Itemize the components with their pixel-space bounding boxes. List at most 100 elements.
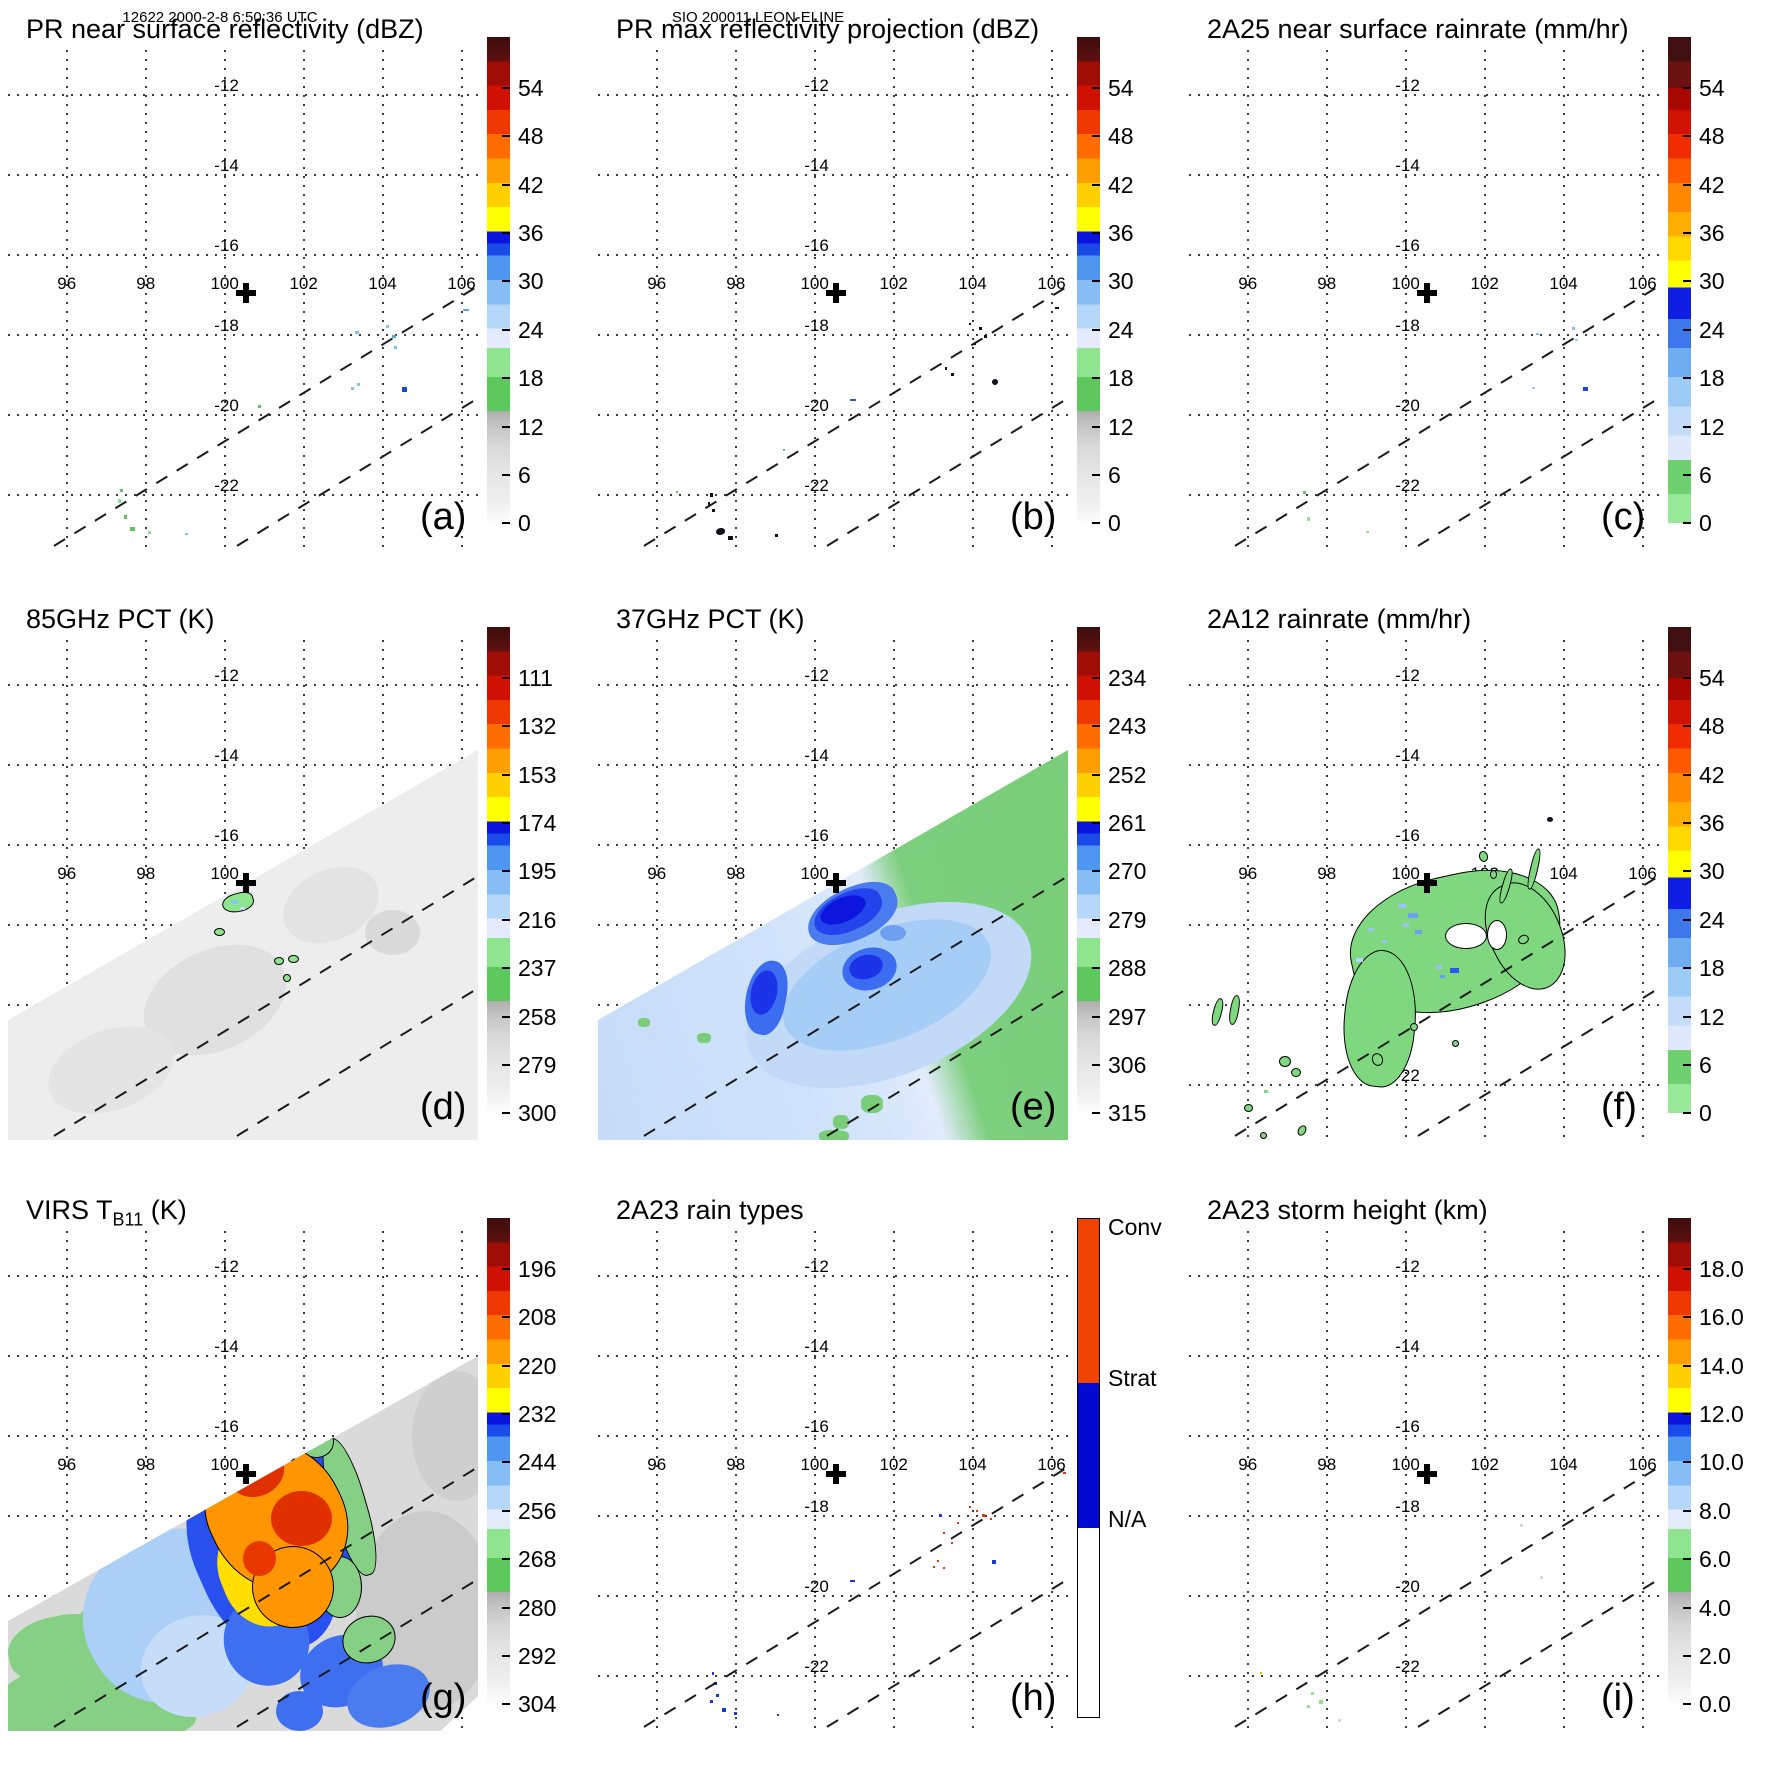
panel-letter: (h) <box>1010 1677 1057 1719</box>
map-feature <box>129 527 135 531</box>
colorbar-gradient <box>1668 1218 1691 1704</box>
panel-title: 37GHz PCT (K) <box>616 604 805 634</box>
map-feature <box>1407 912 1418 918</box>
colorbar-tick <box>502 522 510 525</box>
colorbar-gradient <box>1077 37 1100 523</box>
colorbar-tick-label: 268 <box>518 1546 557 1573</box>
map-feature <box>1264 1090 1269 1093</box>
lon-gridline <box>655 640 658 1140</box>
colorbar-tick-label: 36 <box>1699 220 1725 247</box>
colorbar-tick-label: 54 <box>1699 665 1725 692</box>
map-feature <box>1398 904 1407 908</box>
lat-gridline <box>8 494 478 496</box>
lat-label: -16 <box>804 1417 829 1436</box>
latlon-grid: -12 -14 -16 -18 -20 -22 96 98 100 102 104 106 <box>598 1231 1068 1731</box>
lat-gridline <box>8 94 478 96</box>
map-feature <box>1338 1719 1342 1722</box>
lon-label: 98 <box>726 1455 746 1474</box>
map-feature <box>1489 870 1497 879</box>
map-feature <box>1367 927 1374 931</box>
colorbar-h: Conv Strat N/A <box>1077 1214 1177 1718</box>
panel-e: 37GHz PCT (K) -12-14-16-18-20-2296981001… <box>590 590 1180 1180</box>
colorbar-tick <box>502 1654 510 1657</box>
map-feature <box>942 1532 945 1534</box>
storm-center-marker <box>236 1463 257 1484</box>
colorbar-tick <box>1092 725 1100 728</box>
lon-label: 104 <box>958 1455 987 1474</box>
colorbar-tick <box>1683 773 1691 776</box>
lat-label: -16 <box>214 236 239 255</box>
map-feature <box>727 536 733 540</box>
colorbar-gradient <box>1077 627 1100 1113</box>
lon-label: 100 <box>1391 864 1420 883</box>
colorbar-tick-label: 174 <box>518 810 557 837</box>
colorbar-tick <box>502 1268 510 1271</box>
lon-label: 100 <box>1391 1455 1420 1474</box>
colorbar-tick-label: 132 <box>518 713 557 740</box>
lat-label: -14 <box>214 156 239 175</box>
colorbar-tick-label: 12 <box>518 413 544 440</box>
colorbar-tick <box>1683 1558 1691 1561</box>
map-feature <box>974 343 977 345</box>
colorbar-tick <box>502 1316 510 1319</box>
lon-label: 96 <box>57 274 77 293</box>
lon-gridline <box>655 50 658 550</box>
map-feature <box>933 1566 936 1568</box>
colorbar-tick-label: 10.0 <box>1699 1449 1744 1476</box>
lon-gridline <box>144 640 147 1140</box>
lon-gridline <box>1246 640 1249 1140</box>
colorbar-tick-label: 24 <box>1699 316 1725 343</box>
map-feature <box>287 955 299 963</box>
map-feature <box>715 528 725 535</box>
lat-label: -20 <box>804 1577 829 1596</box>
colorbar-tick-label: 24 <box>518 316 544 343</box>
colorbar-tick-label: 297 <box>1108 1003 1147 1030</box>
lon-label: 106 <box>1628 274 1657 293</box>
colorbar-tick <box>502 183 510 186</box>
lon-gridline <box>381 50 384 550</box>
map-feature <box>1435 965 1442 969</box>
colorbar-tick-label: 54 <box>1699 75 1725 102</box>
lat-gridline <box>1189 94 1659 96</box>
lon-label: 100 <box>1391 274 1420 293</box>
lon-gridline <box>655 1231 658 1731</box>
lat-gridline <box>8 334 478 336</box>
map-feature <box>231 900 239 904</box>
lat-label: -16 <box>214 826 239 845</box>
lat-gridline <box>8 174 478 176</box>
lon-gridline <box>1325 50 1328 550</box>
colorbar-tick <box>502 473 510 476</box>
map-feature <box>721 1708 726 1712</box>
colorbar-tick-label: 258 <box>518 1003 557 1030</box>
map-feature <box>733 1712 737 1715</box>
colorbar-tick <box>1683 135 1691 138</box>
colorbar-tick <box>1092 425 1100 428</box>
lat-gridline <box>1189 334 1659 336</box>
lon-label: 96 <box>1238 1455 1258 1474</box>
lon-label: 98 <box>1317 864 1337 883</box>
lat-gridline <box>598 844 1068 846</box>
lon-gridline <box>1562 1231 1565 1731</box>
lat-gridline <box>598 1675 1068 1677</box>
colorbar-tick-label: 30 <box>1699 858 1725 885</box>
lon-label: 106 <box>1628 864 1657 883</box>
colorbar-tick-label: 48 <box>1108 123 1134 150</box>
colorbar-tick <box>1092 87 1100 90</box>
colorbar-tick-label: 54 <box>518 75 544 102</box>
lon-gridline <box>971 1231 974 1731</box>
colorbar-tick-label: 48 <box>518 123 544 150</box>
colorbar-tick <box>1092 328 1100 331</box>
lat-gridline <box>8 1355 478 1357</box>
map-feature <box>978 327 982 330</box>
colorbar-tick <box>1683 473 1691 476</box>
storm-center-marker <box>826 872 847 893</box>
lon-gridline <box>1246 50 1249 550</box>
lon-label: 98 <box>1317 274 1337 293</box>
lat-gridline <box>8 764 478 766</box>
lon-gridline <box>1050 1231 1053 1731</box>
lat-gridline <box>8 254 478 256</box>
colorbar-tick <box>502 822 510 825</box>
panel-title: 2A25 near surface rainrate (mm/hr) <box>1207 14 1629 44</box>
lat-label: -12 <box>804 76 829 95</box>
colorbar-tick-label: 8.0 <box>1699 1497 1731 1524</box>
